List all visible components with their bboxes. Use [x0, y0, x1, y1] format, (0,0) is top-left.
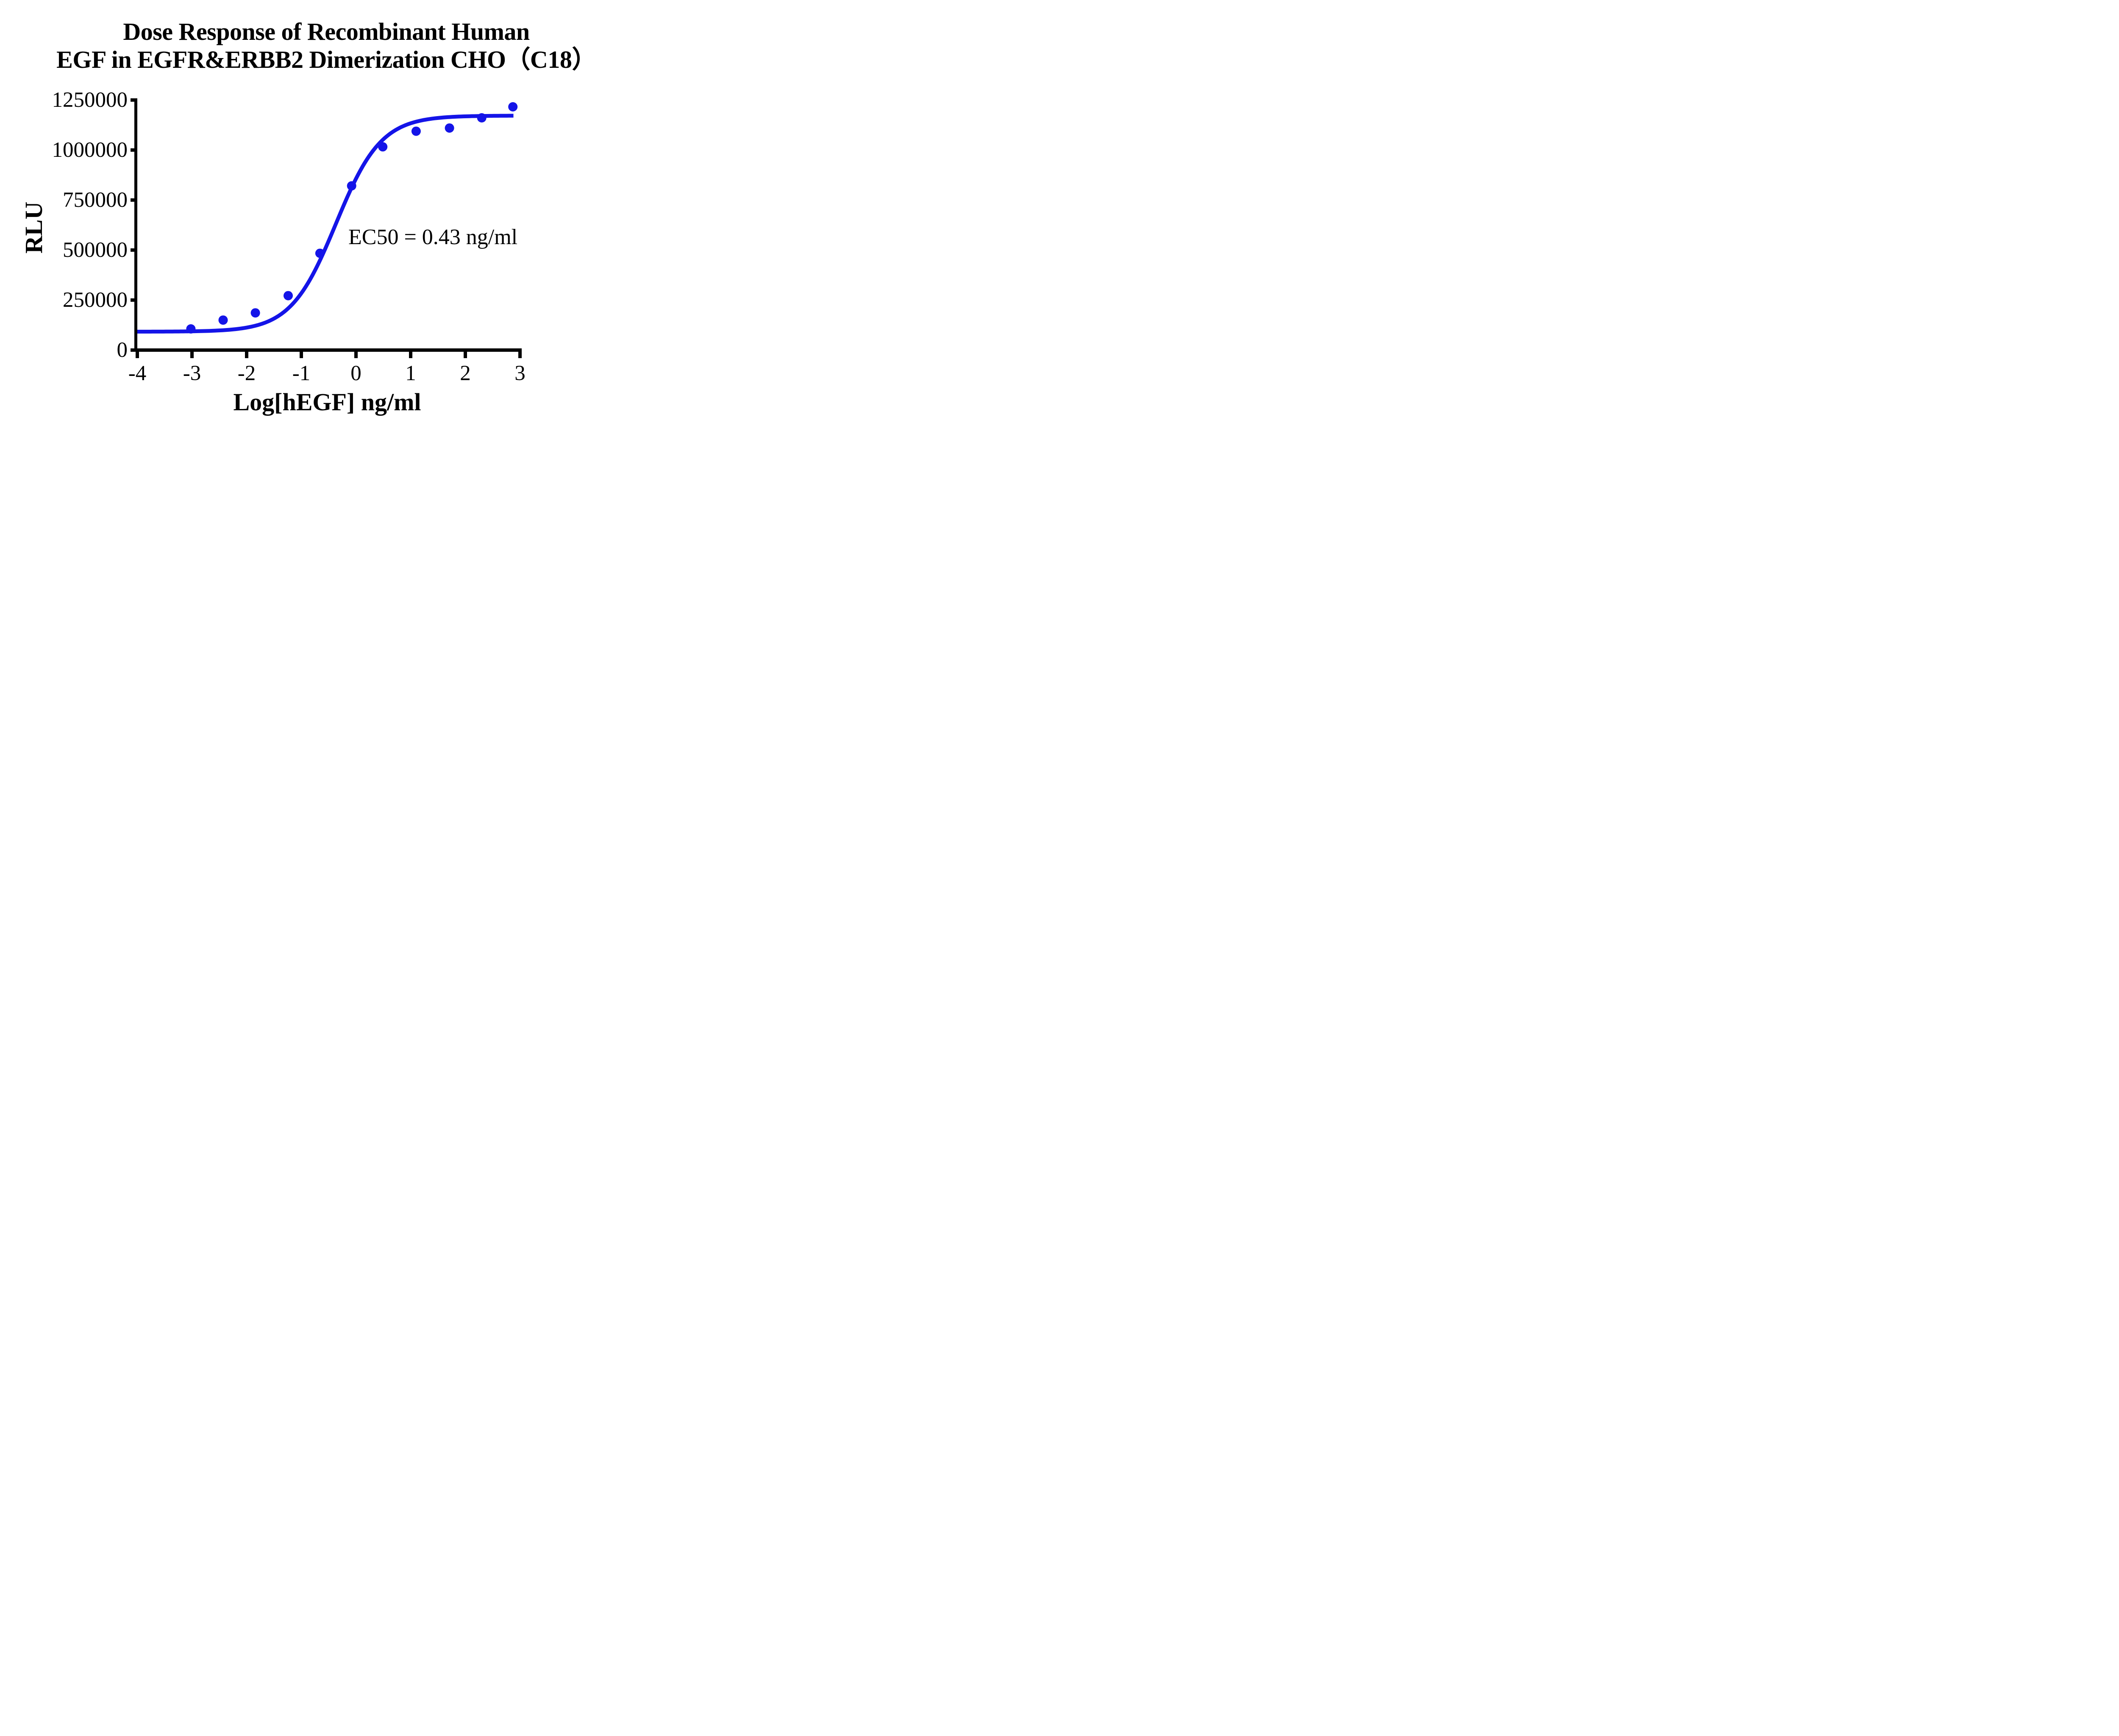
x-axis-line: [131, 348, 520, 352]
chart-title-line2: EGF in EGFR&ERBB2 Dimerization CHO（C18）: [56, 46, 596, 73]
x-axis-tick: [518, 348, 522, 358]
data-point: [315, 248, 325, 258]
data-point: [445, 123, 454, 133]
x-axis-tick: [190, 348, 194, 358]
y-axis-tick: [131, 348, 137, 352]
x-axis-tick: [464, 348, 467, 358]
plot-area: [131, 98, 522, 358]
y-tick-label-500000: 500000: [63, 238, 128, 262]
ec50-annotation: EC50 = 0.43 ng/ml: [348, 225, 518, 249]
data-point: [284, 291, 293, 300]
x-tick-label--2: -2: [237, 362, 256, 385]
y-axis-tick: [131, 148, 137, 152]
data-point: [508, 102, 518, 111]
x-axis-tick: [136, 348, 139, 358]
x-tick-label-3: 3: [514, 362, 526, 385]
data-point: [411, 126, 421, 136]
x-axis-title: Log[hEGF] ng/ml: [233, 388, 421, 416]
data-point: [186, 324, 196, 334]
x-tick-label-2: 2: [460, 362, 471, 385]
x-tick-label--3: -3: [183, 362, 201, 385]
x-tick-label--4: -4: [128, 362, 147, 385]
y-tick-label-250000: 250000: [63, 288, 128, 312]
x-axis-tick: [300, 348, 303, 358]
y-axis-line: [134, 98, 137, 352]
dose-response-chart: Dose Response of Recombinant Human EGF i…: [0, 0, 617, 434]
y-tick-label-0: 0: [117, 338, 128, 362]
chart-title: Dose Response of Recombinant Human EGF i…: [36, 18, 617, 74]
x-axis-tick: [245, 348, 248, 358]
data-point: [347, 181, 356, 191]
y-tick-label-750000: 750000: [63, 188, 128, 212]
data-point: [477, 113, 487, 122]
data-point: [218, 315, 228, 325]
y-axis-tick: [131, 198, 137, 202]
fit-curve: [137, 114, 514, 334]
data-point: [250, 308, 260, 318]
y-axis-tick: [131, 298, 137, 302]
x-axis-tick: [354, 348, 358, 358]
x-axis-tick: [409, 348, 412, 358]
x-tick-label-0: 0: [350, 362, 362, 385]
y-tick-label-1250000: 1250000: [52, 88, 128, 112]
y-axis-tick: [131, 98, 137, 102]
x-tick-label-1: 1: [405, 362, 416, 385]
chart-title-line1: Dose Response of Recombinant Human: [123, 18, 530, 45]
data-point: [378, 142, 388, 152]
x-tick-label--1: -1: [292, 362, 311, 385]
y-axis-tick: [131, 248, 137, 252]
y-tick-label-1000000: 1000000: [52, 138, 128, 162]
